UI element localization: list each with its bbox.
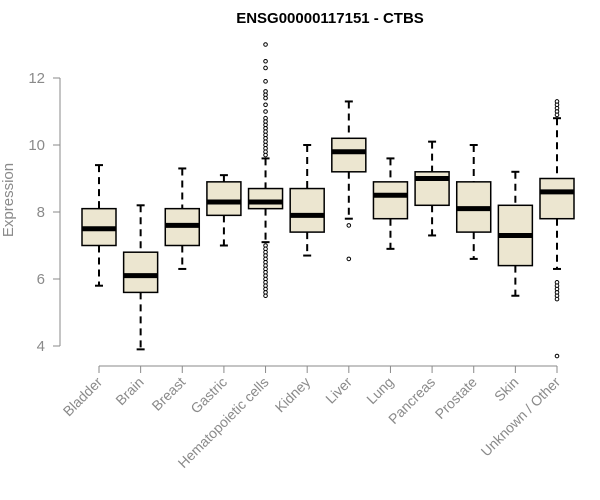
box-liver xyxy=(331,100,367,262)
box-breast xyxy=(164,167,201,270)
box-iqr xyxy=(122,251,159,294)
box-bladder xyxy=(81,164,117,287)
box-iqr xyxy=(539,177,575,220)
outlier-point xyxy=(554,296,560,302)
outlier-point xyxy=(346,223,352,228)
y-axis: 4 6 8 10 12 xyxy=(28,70,61,355)
box-series xyxy=(81,42,575,359)
x-tick-label: Prostate xyxy=(432,374,480,422)
x-tick-label: Bladder xyxy=(60,374,106,420)
box-prostate xyxy=(455,144,492,260)
outlier-point xyxy=(263,152,268,158)
y-tick-label: 4 xyxy=(37,338,45,355)
box-unknown-other xyxy=(539,99,575,359)
y-axis-label: Expression xyxy=(0,163,17,237)
outlier-point xyxy=(346,256,352,262)
outlier-point xyxy=(554,353,560,359)
outlier-point xyxy=(263,102,268,108)
x-tick-label: Liver xyxy=(322,374,355,407)
y-tick-label: 12 xyxy=(28,70,45,87)
box-lung xyxy=(372,157,409,250)
x-tick-label: Brain xyxy=(112,374,146,408)
box-pancreas xyxy=(414,140,450,237)
outlier-point xyxy=(263,79,268,84)
box-hematopoietic-cells xyxy=(247,42,284,299)
box-skin xyxy=(497,170,534,297)
chart-title: ENSG00000117151 - CTBS xyxy=(236,10,424,27)
y-tick-label: 6 xyxy=(37,271,45,288)
outlier-point xyxy=(263,58,268,64)
outlier-point xyxy=(263,109,268,114)
y-tick-label: 10 xyxy=(28,137,45,154)
box-iqr xyxy=(206,181,242,217)
box-iqr xyxy=(331,137,367,173)
x-tick-label: Lung xyxy=(363,374,396,407)
box-kidney xyxy=(289,144,325,257)
box-iqr xyxy=(289,187,325,233)
outlier-point xyxy=(263,95,268,101)
box-brain xyxy=(122,204,159,351)
x-tick-label: Kidney xyxy=(272,374,314,416)
outlier-point xyxy=(554,112,560,118)
x-tick-label: Unknown / Other xyxy=(478,374,564,460)
box-iqr xyxy=(247,187,284,210)
y-tick-label: 8 xyxy=(37,204,45,221)
outlier-point xyxy=(263,42,268,47)
box-gastric xyxy=(206,174,242,247)
outlier-point xyxy=(263,65,268,71)
box-iqr xyxy=(372,181,409,220)
x-tick-label: Skin xyxy=(491,374,522,405)
x-tick-label: Breast xyxy=(148,374,188,414)
outlier-point xyxy=(263,293,268,299)
